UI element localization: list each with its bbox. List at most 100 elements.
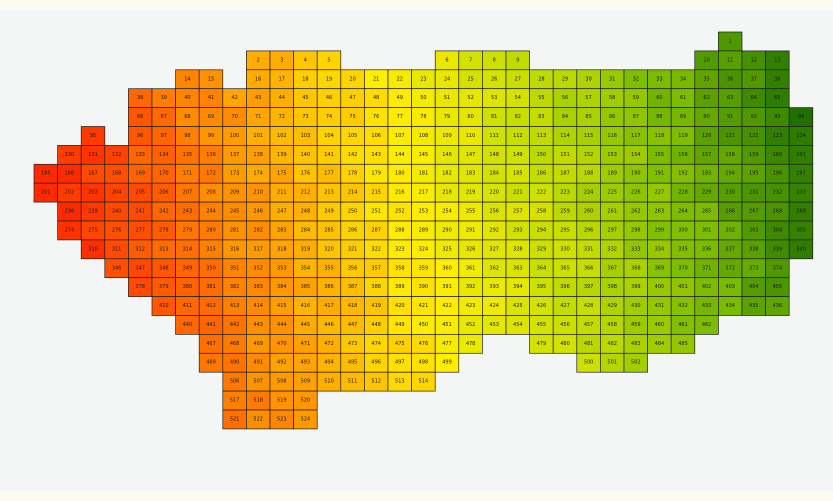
grid-tile[interactable]: 232	[765, 182, 790, 203]
grid-tile[interactable]: 184	[482, 163, 507, 184]
grid-tile[interactable]: 420	[387, 296, 412, 316]
grid-tile[interactable]: 436	[765, 296, 790, 316]
grid-tile[interactable]: 216	[387, 182, 412, 203]
grid-tile[interactable]: 469	[246, 334, 271, 354]
grid-tile[interactable]: 256	[482, 201, 507, 222]
grid-tile[interactable]: 458	[600, 315, 625, 335]
grid-tile[interactable]: 385	[293, 277, 318, 297]
grid-tile[interactable]: 330	[552, 239, 578, 260]
grid-tile[interactable]: 339	[765, 239, 790, 260]
grid-tile[interactable]: 513	[387, 371, 412, 392]
grid-tile[interactable]: 42	[222, 88, 247, 108]
grid-tile[interactable]: 158	[718, 145, 743, 165]
grid-tile[interactable]: 405	[765, 277, 790, 297]
grid-tile[interactable]: 290	[434, 220, 460, 241]
grid-tile[interactable]: 224	[576, 182, 601, 203]
grid-tile[interactable]: 213	[316, 182, 342, 203]
grid-tile[interactable]: 148	[482, 145, 507, 165]
grid-tile[interactable]: 268	[765, 201, 790, 222]
grid-tile[interactable]: 44	[269, 88, 294, 108]
grid-tile[interactable]: 384	[269, 277, 294, 297]
grid-tile[interactable]: 520	[293, 390, 318, 411]
grid-tile[interactable]: 56	[552, 88, 578, 108]
grid-tile[interactable]: 355	[316, 258, 342, 279]
grid-tile[interactable]: 145	[411, 145, 436, 165]
grid-tile[interactable]: 240	[104, 201, 129, 222]
grid-tile[interactable]: 252	[387, 201, 412, 222]
grid-tile[interactable]: 274	[57, 220, 82, 241]
grid-tile[interactable]: 498	[411, 352, 436, 373]
grid-tile[interactable]: 511	[340, 371, 365, 392]
grid-tile[interactable]: 390	[411, 277, 436, 297]
grid-tile[interactable]: 18	[293, 69, 318, 90]
grid-tile[interactable]: 313	[151, 239, 176, 260]
grid-tile[interactable]: 41	[198, 88, 224, 108]
grid-tile[interactable]: 165	[33, 163, 58, 184]
grid-tile[interactable]: 217	[411, 182, 436, 203]
grid-tile[interactable]: 100	[222, 126, 247, 146]
grid-tile[interactable]: 262	[623, 201, 648, 222]
grid-tile[interactable]: 275	[80, 220, 106, 241]
grid-tile[interactable]: 358	[387, 258, 412, 279]
grid-tile[interactable]: 85	[576, 107, 601, 127]
grid-tile[interactable]: 500	[576, 352, 601, 373]
grid-tile[interactable]: 257	[505, 201, 530, 222]
grid-tile[interactable]: 95	[80, 126, 106, 146]
grid-tile[interactable]: 211	[269, 182, 294, 203]
grid-tile[interactable]: 449	[387, 315, 412, 335]
grid-tile[interactable]: 105	[340, 126, 365, 146]
grid-tile[interactable]: 445	[293, 315, 318, 335]
grid-tile[interactable]: 401	[670, 277, 696, 297]
grid-tile[interactable]: 183	[458, 163, 483, 184]
grid-tile[interactable]: 460	[647, 315, 672, 335]
grid-tile[interactable]: 279	[175, 220, 200, 241]
grid-tile[interactable]: 398	[600, 277, 625, 297]
grid-tile[interactable]: 260	[576, 201, 601, 222]
grid-tile[interactable]: 411	[175, 296, 200, 316]
grid-tile[interactable]: 22	[387, 69, 412, 90]
grid-tile[interactable]: 243	[175, 201, 200, 222]
grid-tile[interactable]: 287	[364, 220, 389, 241]
grid-tile[interactable]: 336	[694, 239, 719, 260]
grid-tile[interactable]: 277	[128, 220, 153, 241]
grid-tile[interactable]: 149	[505, 145, 530, 165]
grid-tile[interactable]: 93	[765, 107, 790, 127]
grid-tile[interactable]: 84	[552, 107, 578, 127]
grid-tile[interactable]: 21	[364, 69, 389, 90]
grid-tile[interactable]: 323	[387, 239, 412, 260]
grid-tile[interactable]: 102	[269, 126, 294, 146]
grid-tile[interactable]: 101	[246, 126, 271, 146]
grid-tile[interactable]: 29	[552, 69, 578, 90]
grid-tile[interactable]: 208	[198, 182, 224, 203]
grid-tile[interactable]: 92	[741, 107, 766, 127]
grid-tile[interactable]: 133	[128, 145, 153, 165]
grid-tile[interactable]: 137	[222, 145, 247, 165]
grid-tile[interactable]: 212	[293, 182, 318, 203]
grid-tile[interactable]: 312	[128, 239, 153, 260]
grid-tile[interactable]: 68	[175, 107, 200, 127]
grid-tile[interactable]: 324	[411, 239, 436, 260]
grid-tile[interactable]: 475	[387, 334, 412, 354]
grid-tile[interactable]: 332	[600, 239, 625, 260]
grid-tile[interactable]: 78	[411, 107, 436, 127]
grid-tile[interactable]: 205	[128, 182, 153, 203]
grid-tile[interactable]: 195	[741, 163, 766, 184]
grid-tile[interactable]: 242	[151, 201, 176, 222]
grid-tile[interactable]: 187	[552, 163, 578, 184]
grid-tile[interactable]: 114	[552, 126, 578, 146]
grid-tile[interactable]: 5	[316, 50, 342, 71]
grid-tile[interactable]: 352	[246, 258, 271, 279]
grid-tile[interactable]: 266	[718, 201, 743, 222]
grid-tile[interactable]: 379	[151, 277, 176, 297]
grid-tile[interactable]: 115	[576, 126, 601, 146]
grid-tile[interactable]: 197	[788, 163, 814, 184]
grid-tile[interactable]: 521	[222, 409, 247, 430]
grid-tile[interactable]: 186	[529, 163, 554, 184]
grid-tile[interactable]: 402	[694, 277, 719, 297]
grid-tile[interactable]: 317	[246, 239, 271, 260]
grid-tile[interactable]: 91	[718, 107, 743, 127]
grid-tile[interactable]: 441	[198, 315, 224, 335]
grid-tile[interactable]: 134	[151, 145, 176, 165]
grid-tile[interactable]: 253	[411, 201, 436, 222]
grid-tile[interactable]: 36	[718, 69, 743, 90]
